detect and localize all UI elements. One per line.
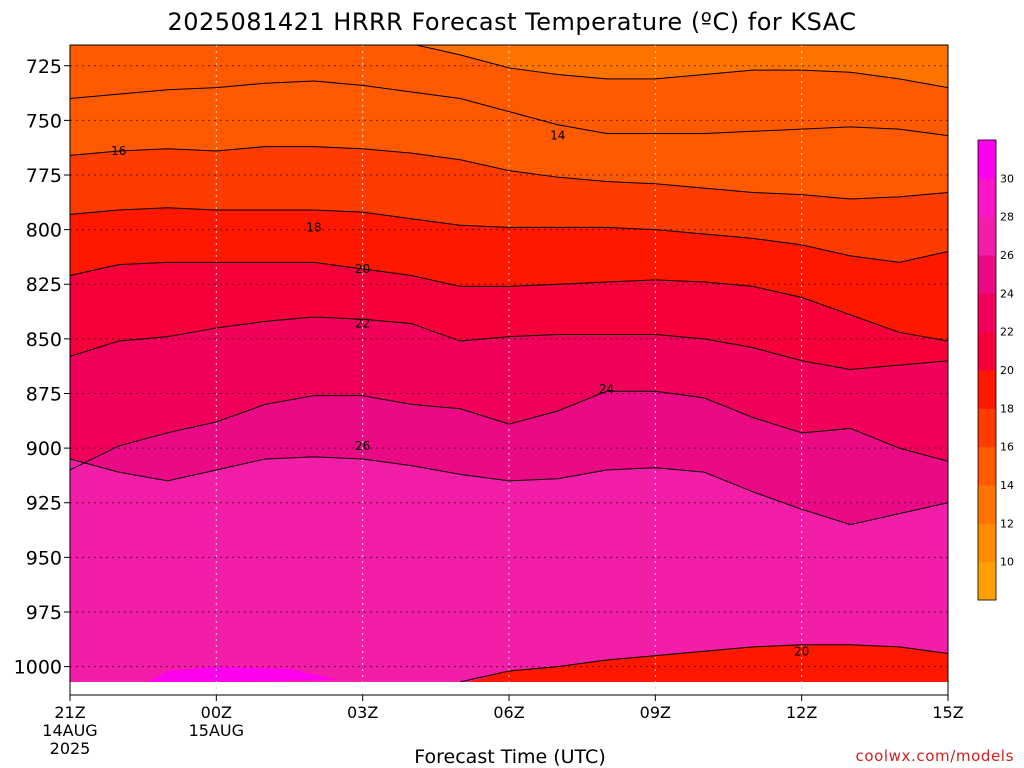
y-tick-label: 800 [26, 220, 62, 242]
colorbar-swatch [978, 523, 996, 563]
colorbar-swatch [978, 178, 996, 218]
y-tick-label: 950 [26, 547, 62, 569]
colorbar-swatch [978, 561, 996, 601]
colorbar-swatch [978, 331, 996, 371]
contour-label-16: 16 [111, 144, 126, 158]
contour-line-15 [70, 80, 948, 137]
contour-line-26 [70, 456, 948, 526]
contour-line-20 [70, 261, 948, 342]
x-tick-year: 2025 [50, 739, 91, 758]
plot-area [70, 45, 948, 682]
colorbar-tick-label: 16 [1000, 441, 1014, 454]
y-tick-label: 775 [26, 165, 62, 187]
colorbar-swatch [978, 370, 996, 409]
x-tick-date: 14AUG [42, 721, 97, 740]
y-tick-label: 925 [26, 493, 62, 515]
colorbar-frame [977, 139, 997, 601]
colorbar-swatch [978, 408, 996, 448]
colorbar-swatch [978, 446, 996, 486]
credit-text: coolwx.com/models [856, 747, 1015, 765]
x-tick-label: 12Z [786, 703, 817, 722]
colorbar-tick-label: 30 [1000, 172, 1014, 185]
band-fill-28b [421, 535, 568, 602]
contour-line-22 [70, 316, 948, 370]
x-tick-label: 00Z [201, 703, 232, 722]
contour-label-22: 22 [355, 317, 370, 331]
colorbar-tick-label: 20 [1000, 364, 1014, 377]
contour-label-18: 18 [306, 220, 321, 234]
contour-line-24 [70, 390, 948, 471]
y-tick-label: 750 [26, 110, 62, 132]
contour-label-26: 26 [355, 439, 370, 453]
x-axis-label: Forecast Time (UTC) [414, 746, 605, 768]
colorbar-tick-label: 24 [1000, 287, 1014, 300]
band-fill-28 [118, 550, 388, 676]
y-tick-label: 1000 [14, 657, 62, 679]
y-tick-label: 725 [26, 56, 62, 78]
colorbar-swatch [978, 216, 996, 256]
chart-title: 2025081421 HRRR Forecast Temperature (ºC… [167, 8, 856, 36]
contour-lines: 14 16 18 20 22 24 26 20 [70, 45, 948, 682]
y-tick-label: 825 [26, 274, 62, 296]
contour-line-18 [70, 207, 948, 263]
x-tick-label: 15Z [932, 703, 963, 722]
colorbar-swatch [978, 293, 996, 333]
x-tick-label: 03Z [347, 703, 378, 722]
contour-line-14 [414, 45, 948, 89]
colorbar-tick-label: 22 [1000, 326, 1014, 339]
colorbar-tick-label: 28 [1000, 211, 1014, 224]
band-fill-30 [147, 666, 339, 682]
contour-label-14: 14 [550, 129, 565, 143]
colorbar-swatch [978, 255, 996, 294]
contour-line-16 [70, 146, 948, 200]
x-tick-date: 15AUG [189, 721, 244, 740]
x-tick-label: 21Z [54, 703, 85, 722]
y-axis: 725 750 775 800 825 850 875 900 925 950 975 1000 [14, 56, 70, 679]
colorbar: 10 12 14 16 18 20 22 24 26 28 30 [977, 139, 1014, 601]
colorbar-tick-label: 12 [1000, 517, 1014, 530]
contour-label-24: 24 [599, 382, 614, 396]
y-tick-label: 900 [26, 438, 62, 460]
colorbar-swatch [978, 485, 996, 524]
y-tick-label: 850 [26, 329, 62, 351]
colorbar-tick-label: 26 [1000, 249, 1014, 262]
contour-line-20 [460, 644, 948, 682]
y-tick-label: 875 [26, 383, 62, 405]
colorbar-swatch [978, 140, 996, 179]
contour-label-20: 20 [794, 644, 809, 658]
band-fill-surface [467, 644, 948, 682]
colorbar-tick-label: 18 [1000, 402, 1014, 415]
x-tick-label: 06Z [493, 703, 524, 722]
contour-label-20: 20 [355, 262, 370, 276]
y-tick-label: 975 [26, 602, 62, 624]
colorbar-tick-label: 10 [1000, 556, 1014, 569]
x-tick-label: 09Z [640, 703, 671, 722]
colorbar-tick-label: 14 [1000, 479, 1014, 492]
